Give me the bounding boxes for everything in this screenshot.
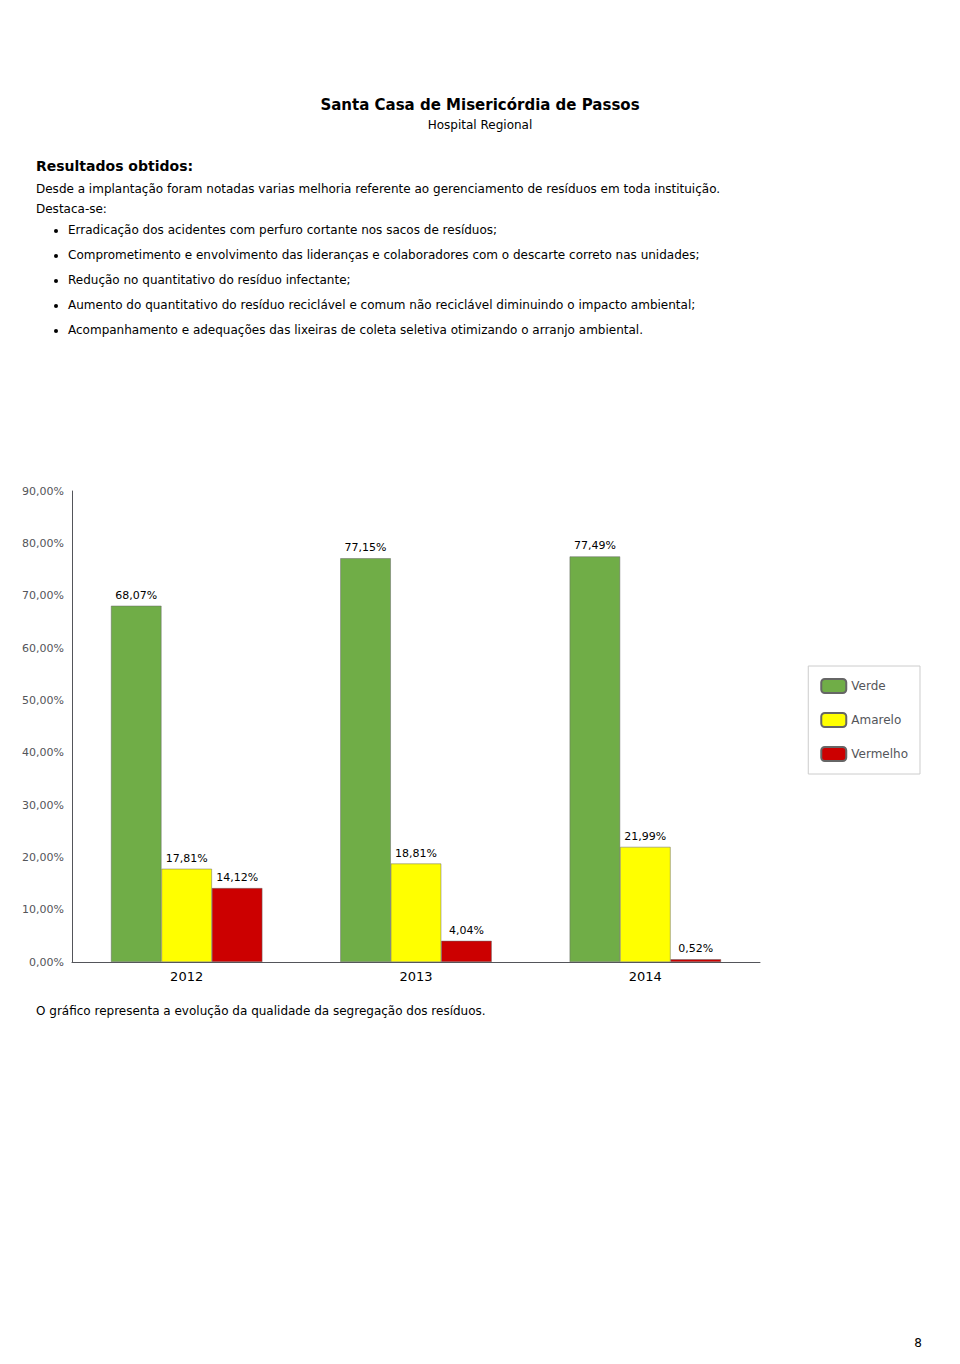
svg-text:Vermelho: Vermelho	[851, 747, 908, 761]
svg-text:2014: 2014	[629, 969, 662, 984]
svg-text:20,00%: 20,00%	[22, 851, 64, 864]
svg-text:17,81%: 17,81%	[166, 852, 208, 865]
svg-text:90,00%: 90,00%	[22, 485, 64, 498]
html-text:Santa Casa de Misericórdia de: Santa Casa de Misericórdia de Passos	[320, 96, 640, 114]
svg-text:80,00%: 80,00%	[22, 537, 64, 550]
html-text:Aumento do quantitativo do res: Aumento do quantitativo do resíduo recic…	[68, 298, 696, 312]
svg-text:Amarelo: Amarelo	[851, 713, 901, 727]
svg-text:40,00%: 40,00%	[22, 746, 64, 759]
html-text:8: 8	[914, 1336, 922, 1350]
html-text:Resultados obtidos:: Resultados obtidos:	[36, 158, 194, 174]
html-text:Destaca-se:: Destaca-se:	[36, 202, 107, 216]
svg-text:4,04%: 4,04%	[449, 924, 484, 937]
svg-text:60,00%: 60,00%	[22, 642, 64, 655]
html-text:Hospital Regional: Hospital Regional	[427, 118, 533, 132]
svg-text:68,07%: 68,07%	[115, 589, 157, 602]
svg-text:77,15%: 77,15%	[345, 541, 387, 554]
svg-text:Verde: Verde	[851, 679, 885, 693]
svg-text:10,00%: 10,00%	[22, 903, 64, 916]
svg-text:30,00%: 30,00%	[22, 799, 64, 812]
svg-text:0,00%: 0,00%	[29, 956, 64, 969]
svg-text:18,81%: 18,81%	[395, 847, 437, 860]
svg-text:14,12%: 14,12%	[216, 871, 258, 884]
svg-text:50,00%: 50,00%	[22, 694, 64, 707]
html-text:O gráfico representa a evoluçã: O gráfico representa a evolução da quali…	[36, 1004, 486, 1018]
html-text:Redução no quantitativo do res: Redução no quantitativo do resíduo infec…	[68, 273, 351, 287]
svg-text:21,99%: 21,99%	[624, 830, 666, 843]
svg-text:77,49%: 77,49%	[574, 539, 616, 552]
html-text:Erradicação dos acidentes com: Erradicação dos acidentes com perfuro co…	[68, 223, 498, 237]
html-text:Acompanhamento e adequações da: Acompanhamento e adequações das lixeiras…	[68, 323, 643, 337]
html-text:Desde a implantação foram nota: Desde a implantação foram notadas varias…	[36, 182, 721, 196]
svg-text:2012: 2012	[170, 969, 203, 984]
html-text:Comprometimento e envolvimento: Comprometimento e envolvimento das lider…	[68, 248, 700, 262]
svg-text:70,00%: 70,00%	[22, 589, 64, 602]
svg-text:2013: 2013	[399, 969, 432, 984]
svg-text:0,52%: 0,52%	[678, 942, 713, 955]
